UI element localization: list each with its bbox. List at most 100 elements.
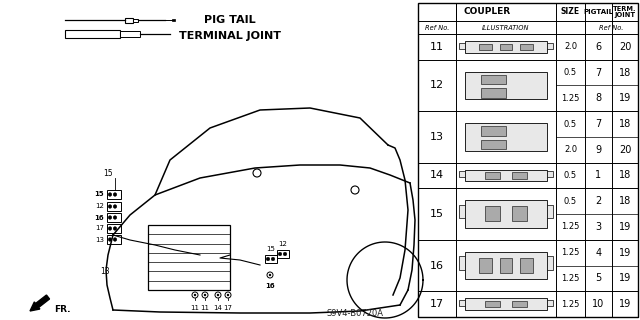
Bar <box>513 172 527 179</box>
Bar <box>520 258 533 273</box>
Text: 7: 7 <box>595 68 602 77</box>
Bar <box>547 43 553 49</box>
Bar <box>465 72 547 99</box>
Text: 16: 16 <box>94 214 104 220</box>
Text: 12: 12 <box>278 241 287 247</box>
Circle shape <box>271 257 275 261</box>
Text: 1.25: 1.25 <box>561 300 580 308</box>
Bar <box>500 258 512 273</box>
Text: PIG TAIL: PIG TAIL <box>204 15 256 25</box>
Text: 2: 2 <box>595 196 602 206</box>
Bar <box>547 300 553 306</box>
Circle shape <box>217 294 219 296</box>
Text: 13: 13 <box>95 236 104 243</box>
Text: TERMINAL JOINT: TERMINAL JOINT <box>179 31 281 41</box>
Text: 20: 20 <box>619 145 631 155</box>
Bar <box>465 298 547 310</box>
Text: 17: 17 <box>430 299 444 309</box>
Circle shape <box>266 257 270 261</box>
Bar <box>459 43 465 49</box>
Text: 2.0: 2.0 <box>564 145 577 154</box>
Circle shape <box>204 294 206 296</box>
Text: 15: 15 <box>103 169 113 178</box>
Bar <box>107 213 121 222</box>
Bar <box>125 18 133 22</box>
Text: 11: 11 <box>430 42 444 52</box>
Bar <box>459 300 465 306</box>
Text: 18: 18 <box>619 68 631 77</box>
Circle shape <box>227 294 229 296</box>
Text: 14: 14 <box>214 305 223 311</box>
Text: SIZE: SIZE <box>561 7 580 17</box>
Text: 11: 11 <box>200 305 209 311</box>
Text: 1: 1 <box>595 171 602 180</box>
Circle shape <box>269 274 271 276</box>
Text: 1.25: 1.25 <box>561 248 580 257</box>
Bar <box>459 256 465 270</box>
Bar <box>465 170 547 181</box>
Circle shape <box>108 238 112 241</box>
Text: ILLUSTRATION: ILLUSTRATION <box>483 25 530 30</box>
FancyArrow shape <box>30 295 49 311</box>
Text: 19: 19 <box>619 222 631 232</box>
Bar <box>479 258 492 273</box>
Text: 1.25: 1.25 <box>561 94 580 103</box>
Text: Ref No.: Ref No. <box>425 25 449 30</box>
Circle shape <box>108 205 112 208</box>
Text: 17: 17 <box>95 226 104 231</box>
Bar <box>459 171 465 177</box>
Text: 5: 5 <box>595 273 602 284</box>
Circle shape <box>113 205 117 208</box>
Bar <box>465 123 547 150</box>
Text: 10: 10 <box>593 299 605 309</box>
Text: COUPLER: COUPLER <box>463 7 511 17</box>
Text: 0.5: 0.5 <box>564 120 577 129</box>
Bar <box>513 206 527 221</box>
Bar <box>547 204 553 218</box>
Text: 4: 4 <box>595 248 602 258</box>
Text: 1.25: 1.25 <box>561 274 580 283</box>
Bar <box>107 202 121 211</box>
Text: 18: 18 <box>619 196 631 206</box>
Text: TERM.
JOINT: TERM. JOINT <box>613 6 637 18</box>
Text: 11: 11 <box>191 305 200 311</box>
Text: 16: 16 <box>430 260 444 270</box>
Bar <box>172 19 175 21</box>
Text: 20: 20 <box>619 42 631 52</box>
Text: FR.: FR. <box>54 305 70 314</box>
Text: 18: 18 <box>619 171 631 180</box>
Text: 2.0: 2.0 <box>564 42 577 52</box>
Bar <box>133 19 138 21</box>
Bar <box>484 206 500 221</box>
Bar <box>500 44 512 50</box>
Bar <box>479 44 492 50</box>
Text: 19: 19 <box>619 273 631 284</box>
Text: 6: 6 <box>595 42 602 52</box>
Circle shape <box>108 193 112 196</box>
Bar <box>265 255 277 263</box>
Bar <box>148 225 230 290</box>
Bar <box>418 3 638 317</box>
Text: 16: 16 <box>265 283 275 289</box>
Bar <box>107 224 121 233</box>
Circle shape <box>278 252 282 256</box>
Text: 15: 15 <box>94 191 104 197</box>
Circle shape <box>108 227 112 230</box>
Bar <box>484 172 500 179</box>
Bar <box>481 75 506 84</box>
Text: 0.5: 0.5 <box>564 68 577 77</box>
Bar <box>120 31 140 37</box>
Text: 13: 13 <box>430 132 444 142</box>
Text: 3: 3 <box>595 222 602 232</box>
Bar <box>520 44 533 50</box>
Text: 13: 13 <box>100 268 110 276</box>
Circle shape <box>108 216 112 219</box>
Text: 0.5: 0.5 <box>564 197 577 206</box>
Text: 1.25: 1.25 <box>561 222 580 231</box>
Text: 19: 19 <box>619 299 631 309</box>
Text: 15: 15 <box>267 246 275 252</box>
Circle shape <box>113 238 117 241</box>
Text: PIGTAIL: PIGTAIL <box>584 9 614 15</box>
Bar <box>459 204 465 218</box>
Text: 15: 15 <box>430 209 444 219</box>
